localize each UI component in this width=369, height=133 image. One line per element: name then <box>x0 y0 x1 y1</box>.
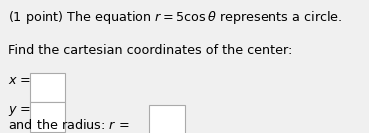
FancyBboxPatch shape <box>30 102 65 132</box>
FancyBboxPatch shape <box>30 73 65 102</box>
Text: Find the cartesian coordinates of the center:: Find the cartesian coordinates of the ce… <box>8 44 293 57</box>
FancyBboxPatch shape <box>149 105 184 133</box>
Text: $y$ =: $y$ = <box>8 104 31 118</box>
Text: $x$ =: $x$ = <box>8 74 31 88</box>
Text: (1 point) The equation $r = 5\cos\theta$ represents a circle.: (1 point) The equation $r = 5\cos\theta$… <box>8 9 342 26</box>
Text: and the radius: $r$ =: and the radius: $r$ = <box>8 118 130 132</box>
